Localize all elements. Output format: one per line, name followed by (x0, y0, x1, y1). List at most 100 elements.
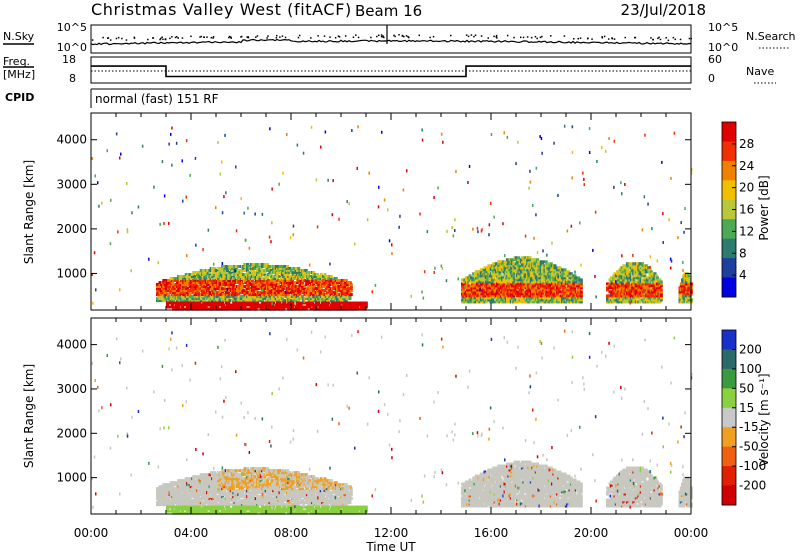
heatmap-cell (537, 251, 539, 254)
nsearch-dot (402, 35, 404, 37)
heatmap-cell (317, 225, 319, 228)
heatmap-cell (632, 254, 634, 257)
nsearch-dot (228, 37, 230, 39)
heatmap-cell (517, 141, 519, 144)
heatmap-cell (548, 275, 550, 278)
nsearch-dot (381, 36, 383, 38)
heatmap-cell (95, 288, 97, 291)
heatmap-cell (663, 241, 665, 244)
power-colorbar-label: Power [dB] (757, 175, 771, 240)
heatmap-cell (243, 212, 245, 215)
heatmap-cell (107, 149, 109, 152)
velocity-heatmap-cells (91, 330, 693, 515)
heatmap-cell (682, 261, 684, 264)
nsearch-dot (153, 37, 155, 39)
heatmap-cell (195, 244, 197, 247)
heatmap-cell (332, 213, 334, 216)
heatmap-cell (419, 213, 421, 216)
heatmap-cell (650, 255, 652, 258)
heatmap-cell (489, 223, 491, 226)
heatmap-cell (290, 236, 292, 239)
nsearch-dot (433, 36, 435, 38)
heatmap-cell (677, 236, 679, 239)
colorbar-swatch (722, 141, 736, 161)
nsearch-dot (107, 38, 109, 40)
heatmap-cell (504, 254, 506, 257)
heatmap-cell (217, 141, 219, 144)
heatmap-cell (398, 226, 400, 229)
y-tick-label: 3000 (56, 177, 87, 191)
heatmap-cell (254, 299, 256, 302)
nsearch-dot (353, 37, 355, 39)
heatmap-cell (159, 223, 161, 226)
heatmap-cell (621, 254, 623, 257)
heatmap-cell (477, 227, 479, 230)
heatmap-cell (647, 203, 649, 206)
heatmap-cell (660, 280, 663, 283)
heatmap-cell (629, 302, 631, 305)
heatmap-cell (130, 269, 132, 272)
heatmap-cell (357, 125, 359, 128)
heatmap-cell (403, 189, 405, 192)
heatmap-cell (225, 191, 227, 194)
heatmap-cell (507, 275, 509, 278)
heatmap-cell (254, 213, 256, 216)
heatmap-cell (441, 265, 443, 268)
heatmap-cell (582, 172, 584, 175)
colorbar-tick-label: 28 (739, 137, 754, 151)
nsearch-dot (212, 37, 214, 39)
heatmap-cell (589, 151, 591, 154)
heatmap-cell (332, 179, 334, 182)
heatmap-cell (469, 165, 471, 168)
heatmap-cell (309, 264, 311, 267)
heatmap-cell (357, 167, 359, 170)
heatmap-cell (92, 157, 94, 160)
heatmap-cell (451, 226, 453, 229)
heatmap-cell (224, 134, 226, 137)
heatmap-cell (186, 254, 188, 257)
nsearch-dot (604, 36, 606, 38)
heatmap-cell (454, 229, 456, 232)
heatmap-cell (127, 230, 129, 233)
heatmap-cell (208, 229, 210, 232)
heatmap-cell (95, 174, 97, 177)
nsearch-dot (652, 39, 654, 41)
heatmap-cell (171, 164, 173, 167)
nsearch-dot (267, 35, 269, 37)
nsearch-dot (468, 36, 470, 38)
heatmap-cell (241, 197, 243, 200)
heatmap-cell (551, 242, 553, 245)
nsearch-dot (345, 35, 347, 37)
freq-tick-bottom: 8 (69, 72, 76, 85)
nsearch-dot (507, 35, 509, 37)
heatmap-cell (329, 263, 331, 266)
heatmap-cell (199, 277, 201, 280)
heatmap-cell (320, 146, 322, 149)
heatmap-cell (213, 263, 215, 266)
nsearch-dot (102, 37, 104, 39)
nsearch-dot (466, 34, 468, 36)
heatmap-cell (668, 218, 670, 221)
nsearch-dot (625, 37, 627, 39)
nsearch-dot (668, 40, 670, 42)
nsearch-dot (279, 36, 281, 38)
heatmap-cell (455, 170, 457, 173)
nsearch-dot (171, 36, 173, 38)
nsearch-dot (339, 36, 341, 38)
heatmap-cell (502, 222, 504, 225)
heatmap-cell (348, 202, 350, 205)
nsearch-dot (398, 34, 400, 36)
heatmap-cell (467, 181, 469, 184)
heatmap-cell (670, 258, 672, 261)
heatmap-cell (234, 270, 236, 273)
heatmap-cell (424, 270, 426, 273)
nsearch-dot (535, 36, 537, 38)
heatmap-cell (515, 162, 517, 165)
nsearch-dot (660, 39, 662, 41)
nsearch-dot (690, 38, 692, 40)
heatmap-cell (608, 137, 610, 140)
heatmap-cell (92, 302, 94, 305)
nsearch-dot (496, 35, 498, 37)
